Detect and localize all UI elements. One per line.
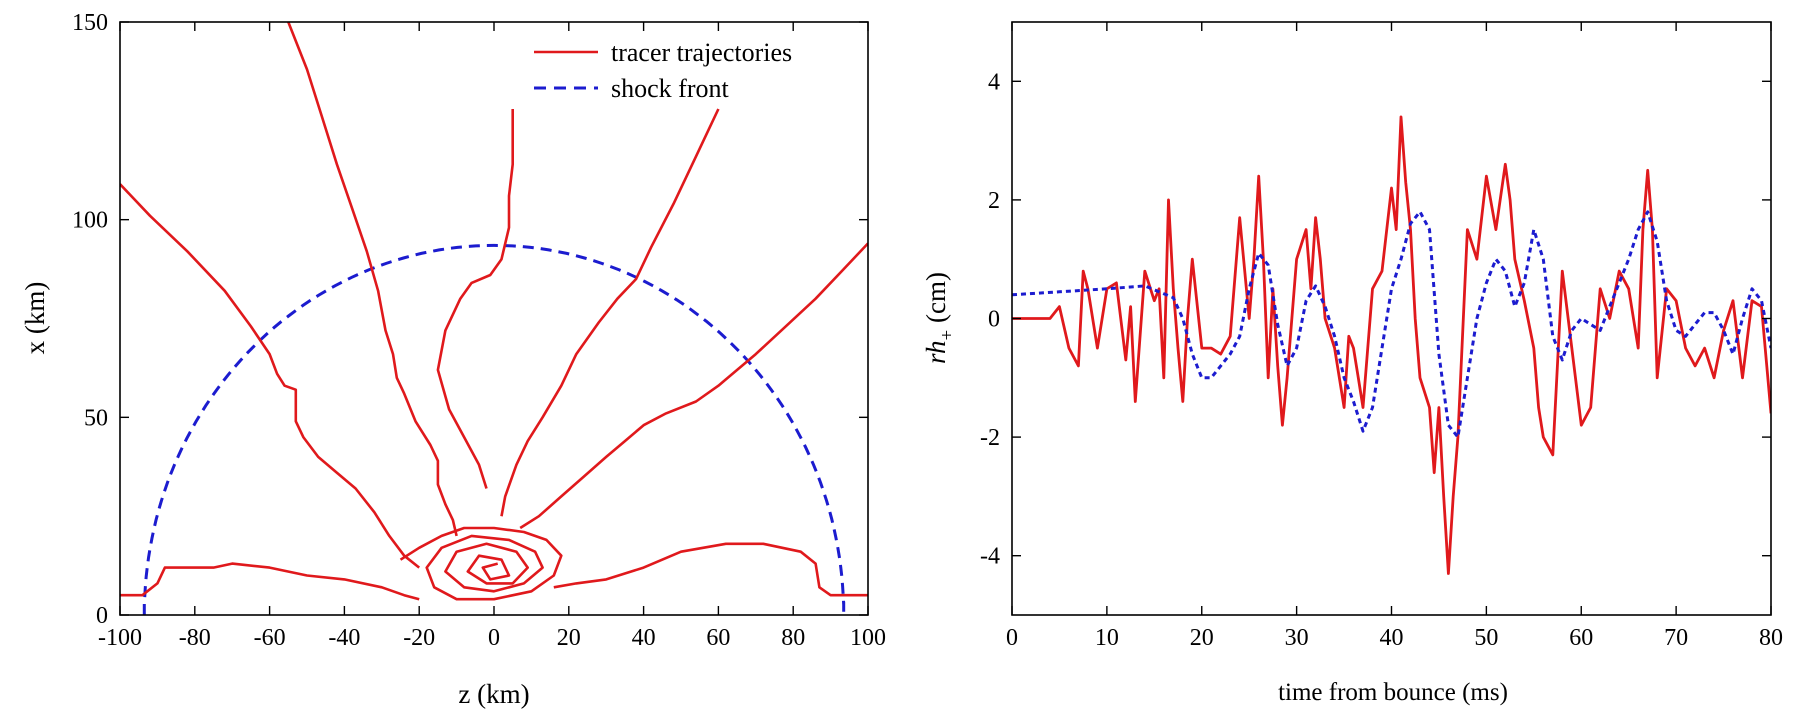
right-x-tick-label: 10 (1095, 625, 1119, 651)
left-y-tick-label: 150 (72, 10, 108, 36)
left-x-tick-label: -20 (403, 625, 435, 651)
shock-front-line (142, 243, 846, 615)
right-x-tick-label: 60 (1569, 625, 1593, 651)
left-y-tick-label: 0 (96, 603, 108, 629)
strain-solid-line (1012, 115, 1771, 575)
x-axis-label-right: time from bounce (ms) (1278, 679, 1508, 706)
right-plot-frame (1011, 21, 1772, 616)
left-x-tick-label: 100 (850, 625, 886, 651)
left-plot-frame (119, 21, 869, 616)
legend-label: tracer trajectories (611, 38, 792, 67)
tracer-trajectory-4 (519, 242, 868, 530)
left-x-tick-label: -80 (179, 625, 211, 651)
right-x-tick-label: 50 (1474, 625, 1498, 651)
right-x-tick-label: 30 (1285, 625, 1309, 651)
right-y-tick-label: -2 (980, 425, 1000, 451)
strain-panel: 0 10 20 30 40 50 60 70 80 -4 -2 0 2 4 time from bounc… (921, 21, 1783, 706)
right-x-tick-label: 70 (1664, 625, 1688, 651)
right-y-tick-label: -4 (980, 544, 1000, 570)
trajectory-panel: -100 -80 -60 -40 -20 0 20 40 60 80 100 0 50 100 150 tr… (20, 10, 886, 709)
left-x-tick-label: 20 (557, 625, 581, 651)
strain-dotted-line (1012, 210, 1771, 439)
right-y-tick-label: 0 (988, 307, 1000, 333)
left-x-tick-label: -100 (98, 625, 142, 651)
tracer-trajectory-7 (399, 526, 563, 601)
y-axis-label: x (km) (20, 282, 50, 355)
legend: tracer trajectories shock front (534, 38, 792, 103)
y-axis-label-right: rh+ (cm) (921, 272, 958, 364)
right-x-tick-label: 0 (1006, 625, 1018, 651)
tracer-trajectory-0 (120, 183, 421, 569)
left-y-tick-label: 100 (72, 208, 108, 234)
right-y-tick-label: 2 (988, 188, 1000, 214)
legend-label: shock front (611, 74, 729, 103)
tracer-trajectory-2 (436, 109, 514, 489)
tracer-trajectory-1 (287, 22, 458, 537)
tracer-trajectory-6 (553, 542, 868, 597)
left-x-tick-label: 60 (706, 625, 730, 651)
right-y-tick-label: 4 (988, 69, 1000, 95)
tracer-trajectory-5 (120, 562, 420, 601)
tracer-trajectory-3 (500, 108, 720, 517)
left-x-tick-label: -40 (328, 625, 360, 651)
left-y-tick-label: 50 (84, 405, 108, 431)
left-x-tick-label: 40 (632, 625, 656, 651)
x-axis-label: z (km) (458, 679, 529, 709)
left-x-tick-label: -60 (254, 625, 286, 651)
right-x-tick-label: 20 (1190, 625, 1214, 651)
right-x-tick-label: 80 (1759, 625, 1783, 651)
left-x-tick-label: 80 (781, 625, 805, 651)
right-x-tick-label: 40 (1380, 625, 1404, 651)
left-x-tick-label: 0 (488, 625, 500, 651)
